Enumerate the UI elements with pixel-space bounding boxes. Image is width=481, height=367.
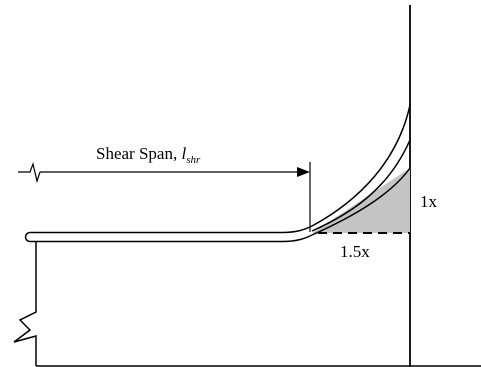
shear-span-label: Shear Span, lshr bbox=[96, 144, 200, 166]
shear-span-subscript: shr bbox=[186, 154, 201, 166]
shaded-triangle bbox=[312, 168, 410, 233]
horizontal-ratio-label: 1.5x bbox=[340, 242, 370, 261]
vertical-ratio-label: 1x bbox=[420, 192, 437, 211]
shear-span-text: Shear Span, bbox=[96, 144, 182, 163]
break-mark-icon bbox=[18, 161, 41, 184]
beam-bottom-edge bbox=[30, 234, 313, 243]
shear-span-symbol: l bbox=[181, 144, 187, 163]
arrowhead-icon bbox=[297, 167, 310, 177]
upper-fillet-curve bbox=[311, 104, 411, 227]
beam-end-cap bbox=[24, 231, 31, 243]
lower-fillet-curve bbox=[311, 167, 411, 236]
middle-fillet-curve bbox=[311, 139, 411, 232]
left-break-line bbox=[13, 242, 37, 366]
beam-top-edge bbox=[30, 225, 313, 234]
